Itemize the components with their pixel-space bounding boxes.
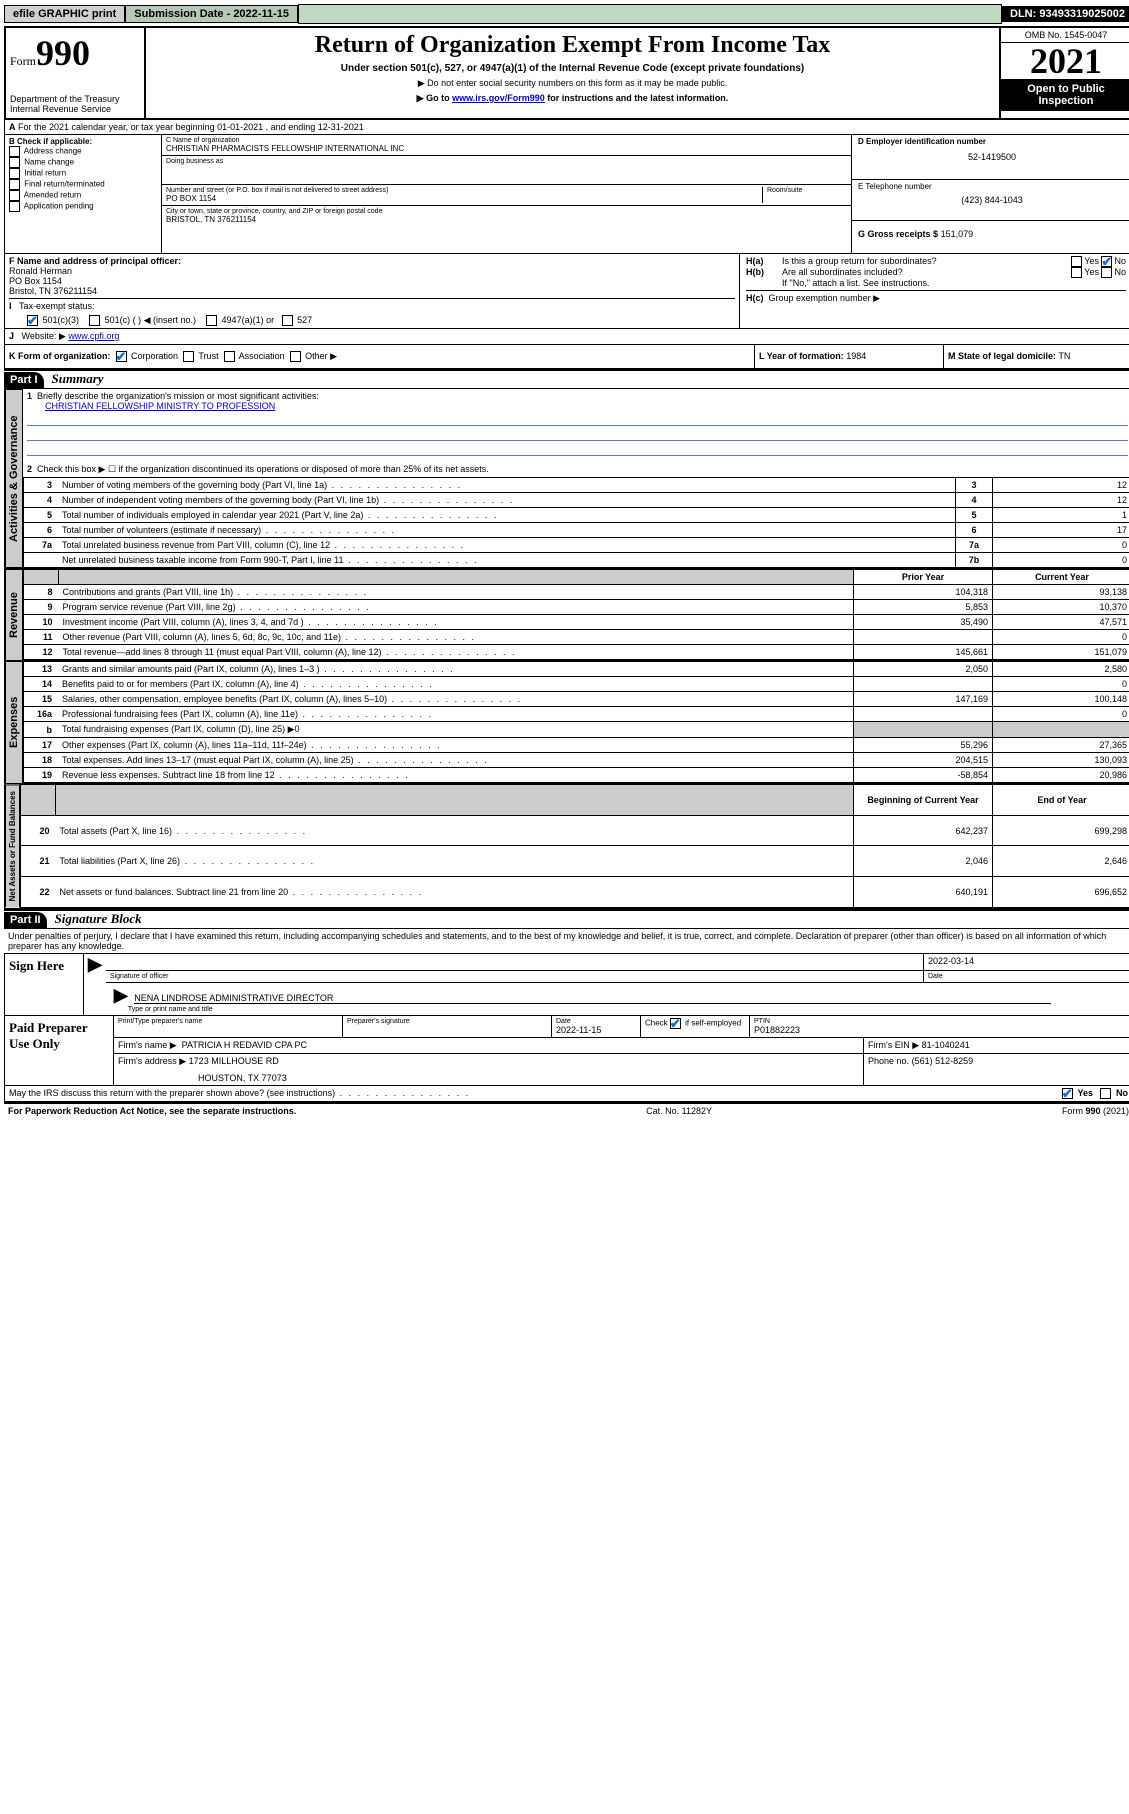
- k-other--checkbox[interactable]: [290, 351, 301, 362]
- section-h: H(a)Is this a group return for subordina…: [740, 254, 1129, 328]
- officer-name: Ronald Herman: [9, 266, 735, 276]
- sign-here-section: Sign Here ▶ 2022-03-14 Signature of offi…: [4, 953, 1129, 1016]
- discuss-no-checkbox[interactable]: [1100, 1088, 1111, 1099]
- officer-city: Bristol, TN 376211154: [9, 286, 735, 296]
- form-subtitle: Under section 501(c), 527, or 4947(a)(1)…: [150, 63, 995, 74]
- ha-yes-checkbox[interactable]: [1071, 256, 1082, 267]
- expenses-table: 13Grants and similar amounts paid (Part …: [23, 661, 1129, 783]
- revenue-table: Prior YearCurrent Year8Contributions and…: [23, 569, 1129, 660]
- part1-header: Part ISummary: [4, 369, 1129, 389]
- mission-blank-line: [27, 426, 1128, 441]
- checkbox-amended-return[interactable]: [9, 190, 20, 201]
- tab-revenue: Revenue: [5, 569, 23, 660]
- phone-value: (423) 844-1043: [858, 195, 1126, 205]
- dept-label: Department of the Treasury: [10, 94, 140, 104]
- officer-street: PO Box 1154: [9, 276, 735, 286]
- officer-printed-name: NENA LINDROSE ADMINISTRATIVE DIRECTOR: [134, 993, 1050, 1003]
- city-state-zip: BRISTOL, TN 376211154: [166, 215, 847, 224]
- hb-yes-checkbox[interactable]: [1071, 267, 1082, 278]
- firm-address-2: HOUSTON, TX 77073: [198, 1073, 859, 1083]
- form-title: Return of Organization Exempt From Incom…: [150, 32, 995, 59]
- part2-header: Part IISignature Block: [4, 909, 1129, 929]
- checkbox-address-change[interactable]: [9, 146, 20, 157]
- preparer-phone: (561) 512-8259: [912, 1056, 974, 1066]
- line-a: A For the 2021 calendar year, or tax yea…: [5, 120, 1129, 135]
- irs-label: Internal Revenue Service: [10, 104, 140, 114]
- form-header: Form990 Department of the Treasury Inter…: [4, 26, 1129, 120]
- mission-blank-line: [27, 441, 1128, 456]
- k-association-checkbox[interactable]: [224, 351, 235, 362]
- hb-no-checkbox[interactable]: [1101, 267, 1112, 278]
- mission-blank-line: [27, 411, 1128, 426]
- tab-net-assets: Net Assets or Fund Balances: [5, 784, 20, 907]
- firm-address-1: 1723 MILLHOUSE RD: [189, 1056, 279, 1066]
- page-footer: For Paperwork Reduction Act Notice, see …: [4, 1102, 1129, 1118]
- self-employed-checkbox[interactable]: [670, 1018, 681, 1029]
- checkbox-name-change[interactable]: [9, 157, 20, 168]
- checkbox-application-pending[interactable]: [9, 201, 20, 212]
- phone-label: E Telephone number: [858, 182, 1126, 191]
- open-public-badge: Open to Public Inspection: [1001, 79, 1129, 111]
- section-c: C Name of organization CHRISTIAN PHARMAC…: [162, 135, 851, 253]
- street-address: PO BOX 1154: [166, 194, 762, 203]
- 527-checkbox[interactable]: [282, 315, 293, 326]
- section-b: B Check if applicable: Address change Na…: [5, 135, 162, 253]
- submission-date-label: Submission Date - 2022-11-15: [125, 5, 298, 23]
- line-m: M State of legal domicile: TN: [943, 345, 1129, 368]
- topbar-spacer: [298, 4, 1002, 24]
- line2-label: Check this box ▶ ☐ if the organization d…: [37, 464, 489, 474]
- ein-label: D Employer identification number: [858, 137, 1126, 146]
- firm-ein: 81-1040241: [922, 1040, 970, 1050]
- efile-print-button[interactable]: efile GRAPHIC print: [4, 5, 125, 23]
- 501c3-checkbox[interactable]: [27, 315, 38, 326]
- gross-receipts-value: 151,079: [941, 229, 974, 239]
- discuss-yes-checkbox[interactable]: [1062, 1088, 1073, 1099]
- mission-text[interactable]: CHRISTIAN FELLOWSHIP MINISTRY TO PROFESS…: [45, 401, 275, 411]
- net-assets-table: Beginning of Current YearEnd of Year20To…: [20, 784, 1129, 907]
- paid-preparer-section: Paid Preparer Use Only Print/Type prepar…: [4, 1016, 1129, 1086]
- 4947-checkbox[interactable]: [206, 315, 217, 326]
- penalty-statement: Under penalties of perjury, I declare th…: [4, 929, 1129, 953]
- checkbox-initial-return[interactable]: [9, 168, 20, 179]
- line-l: L Year of formation: 1984: [754, 345, 943, 368]
- governance-table: 3Number of voting members of the governi…: [23, 477, 1129, 568]
- section-f: F Name and address of principal officer:…: [5, 254, 740, 328]
- form-number: Form990: [10, 32, 140, 74]
- irs-link[interactable]: www.irs.gov/Form990: [452, 93, 545, 103]
- ptin-value: P01882223: [754, 1025, 1128, 1035]
- line-j: J Website: ▶ www.cpfi.org: [5, 329, 1129, 345]
- line1-label: Briefly describe the organization's miss…: [37, 391, 319, 401]
- k-corporation-checkbox[interactable]: [116, 351, 127, 362]
- tab-activities-governance: Activities & Governance: [5, 389, 23, 568]
- sig-date-value: 2022-03-14: [924, 954, 1129, 970]
- firm-name: PATRICIA H REDAVID CPA PC: [182, 1040, 307, 1050]
- gross-receipts-label: G Gross receipts $: [858, 229, 938, 239]
- org-name: CHRISTIAN PHARMACISTS FELLOWSHIP INTERNA…: [166, 144, 847, 153]
- line-k: K Form of organization: Corporation Trus…: [5, 345, 754, 368]
- preparer-date: 2022-11-15: [556, 1025, 636, 1035]
- checkbox-final-return-terminated[interactable]: [9, 179, 20, 190]
- discuss-line: May the IRS discuss this return with the…: [4, 1086, 1129, 1102]
- website-link[interactable]: www.cpfi.org: [68, 331, 119, 341]
- ein-value: 52-1419500: [858, 152, 1126, 162]
- ssn-warning: ▶ Do not enter social security numbers o…: [150, 78, 995, 89]
- sign-arrow-icon: ▶: [84, 954, 106, 1015]
- sign-arrow-icon: ▶: [110, 985, 132, 1005]
- tab-expenses: Expenses: [5, 661, 23, 783]
- dln-label: DLN: 93493319025002: [1002, 6, 1129, 22]
- tax-year: 2021: [1001, 43, 1129, 79]
- 501c-checkbox[interactable]: [89, 315, 100, 326]
- k-trust-checkbox[interactable]: [183, 351, 194, 362]
- goto-line: ▶ Go to www.irs.gov/Form990 for instruct…: [150, 93, 995, 104]
- ha-no-checkbox[interactable]: [1101, 256, 1112, 267]
- top-bar: efile GRAPHIC print Submission Date - 20…: [4, 4, 1129, 24]
